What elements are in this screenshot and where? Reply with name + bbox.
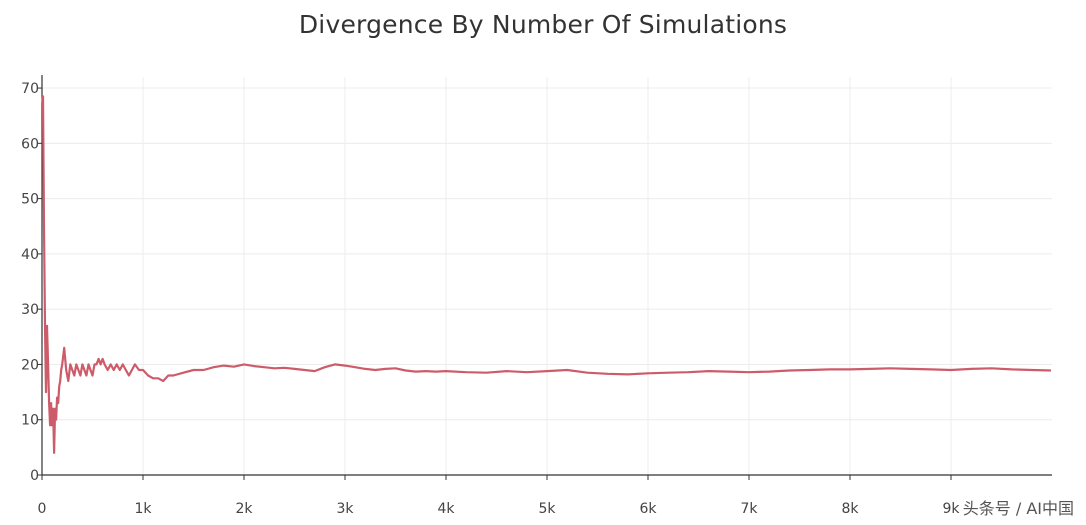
x-tick-label: 3k xyxy=(336,501,354,517)
x-tick-label: 7k xyxy=(740,501,758,517)
y-grid xyxy=(37,87,1052,476)
y-tick-label: 70 xyxy=(21,81,39,97)
y-tick-label: 40 xyxy=(21,247,39,263)
y-tick-label: 20 xyxy=(21,357,39,373)
x-tick-label: 8k xyxy=(841,501,859,517)
x-tick-labels: 0 1k 2k 3k 4k 5k 6k 7k 8k 9k xyxy=(38,501,961,517)
x-tick-label: 6k xyxy=(639,501,657,517)
y-tick-label: 10 xyxy=(21,413,39,429)
x-tick-label: 0 xyxy=(38,501,47,517)
divergence-line xyxy=(41,95,1052,454)
x-tick-label: 9k xyxy=(942,501,960,517)
x-tick-label: 2k xyxy=(235,501,253,517)
y-tick-label: 30 xyxy=(21,302,39,318)
y-tick-label: 50 xyxy=(21,192,39,208)
y-tick-labels: 0 10 20 30 40 50 60 70 xyxy=(21,81,39,484)
y-tick-label: 0 xyxy=(30,468,39,484)
x-tick-label: 5k xyxy=(538,501,556,517)
x-tick-label: 4k xyxy=(437,501,455,517)
x-grid xyxy=(41,77,952,480)
chart-title: Divergence By Number Of Simulations xyxy=(298,10,788,39)
watermark: 头条号 / AI中国 xyxy=(962,499,1074,518)
x-tick-label: 1k xyxy=(134,501,152,517)
y-tick-label: 60 xyxy=(21,136,39,152)
